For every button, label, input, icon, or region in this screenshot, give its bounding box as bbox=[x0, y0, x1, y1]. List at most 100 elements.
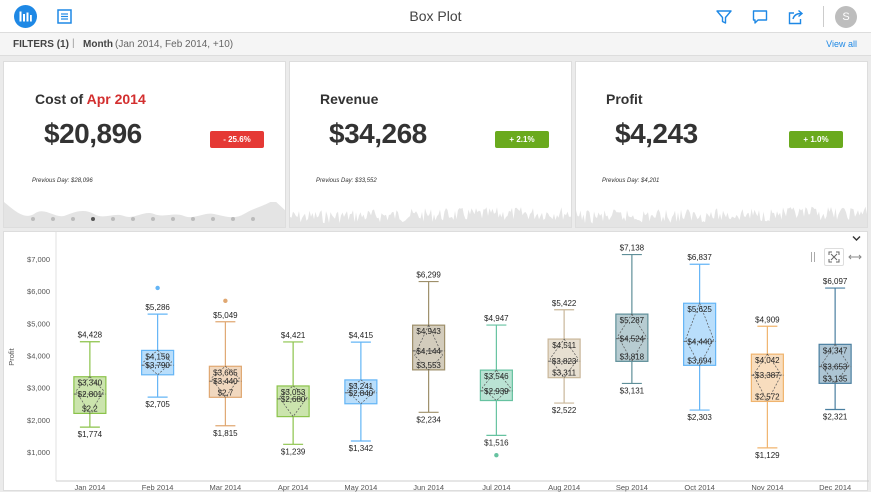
label-max: $4,421 bbox=[281, 331, 306, 340]
kpi-previous-day: Previous Day: $33,552 bbox=[316, 178, 377, 184]
box-iqr bbox=[547, 338, 581, 379]
list-icon[interactable] bbox=[55, 7, 73, 25]
y-tick-label: $7,000 bbox=[27, 255, 50, 264]
label-max: $5,049 bbox=[213, 311, 238, 320]
box-3 bbox=[208, 298, 242, 427]
label-q1: $3,818 bbox=[620, 352, 645, 361]
box-10 bbox=[683, 263, 717, 411]
label-median: $3,440 bbox=[213, 377, 238, 386]
filters-label[interactable]: FILTERS (1) bbox=[13, 39, 69, 50]
label-min: $2,705 bbox=[145, 400, 170, 409]
kpi-card-cost[interactable]: Cost of Apr 2014 $20,896 - 25.6% Previou… bbox=[3, 61, 286, 228]
box-8 bbox=[547, 309, 581, 404]
label-min: $2,303 bbox=[687, 413, 712, 422]
mean-diamond bbox=[143, 349, 173, 376]
box-plot-chart: $1,000 $2,000 $3,000 $4,000 $5,000 $6,000 $7,0… bbox=[7, 232, 869, 492]
x-tick-label: Nov 2014 bbox=[751, 483, 783, 492]
filter-month-values[interactable]: (Jan 2014, Feb 2014, +10) bbox=[115, 39, 234, 50]
label-max: $7,138 bbox=[620, 244, 645, 253]
kpi-title-text: Cost of bbox=[35, 91, 87, 107]
label-q1: $2,572 bbox=[755, 392, 780, 401]
carousel-dot bbox=[71, 217, 75, 221]
view-all-link[interactable]: View all bbox=[826, 39, 857, 49]
box-11 bbox=[750, 325, 784, 449]
label-q1: $3,311 bbox=[552, 369, 576, 378]
label-min: $2,522 bbox=[552, 406, 577, 415]
box-iqr bbox=[818, 343, 852, 384]
x-tick-label: Aug 2014 bbox=[548, 483, 580, 492]
avatar[interactable]: S bbox=[835, 6, 857, 28]
kpi-previous-day: Previous Day: $4,201 bbox=[602, 178, 660, 184]
mean-diamond bbox=[210, 365, 240, 398]
label-min: $1,129 bbox=[755, 451, 780, 460]
kpi-change-badge: - 25.6% bbox=[210, 131, 264, 148]
label-q1: $2,7 bbox=[218, 388, 234, 397]
box-4 bbox=[276, 341, 310, 445]
share-icon[interactable] bbox=[786, 7, 806, 27]
label-median: $4,144 bbox=[416, 347, 441, 356]
label-q1: $3,694 bbox=[687, 356, 712, 365]
carousel-dot bbox=[31, 217, 35, 221]
mean-diamond bbox=[481, 369, 511, 402]
kpi-title: Revenue bbox=[320, 91, 378, 107]
carousel-dot bbox=[131, 217, 135, 221]
label-min: $2,234 bbox=[416, 415, 441, 424]
box-2 bbox=[141, 285, 175, 398]
label-median: $3,387 bbox=[755, 371, 780, 380]
mean-diamond bbox=[278, 385, 308, 418]
mean-diamond bbox=[617, 313, 647, 363]
carousel-dot bbox=[51, 217, 55, 221]
kpi-sparkline bbox=[290, 207, 571, 227]
filter-bar: FILTERS (1) | Month (Jan 2014, Feb 2014,… bbox=[0, 33, 871, 56]
x-tick-label: Jul 2014 bbox=[482, 483, 510, 492]
carousel-dot-active bbox=[91, 217, 95, 221]
drag-handle-icon[interactable] bbox=[810, 251, 816, 266]
label-q3: $4,511 bbox=[552, 341, 576, 350]
kpi-card-revenue[interactable]: Revenue $34,268 + 2.1% Previous Day: $33… bbox=[289, 61, 572, 228]
label-median: $2,801 bbox=[78, 390, 103, 399]
label-median: $2,840 bbox=[349, 389, 374, 398]
label-max: $4,415 bbox=[349, 331, 374, 340]
y-tick-label: $1,000 bbox=[27, 448, 50, 457]
kpi-title-text: Revenue bbox=[320, 91, 379, 107]
box-iqr bbox=[750, 353, 784, 403]
label-max: $6,097 bbox=[823, 277, 848, 286]
chevron-down-icon[interactable] bbox=[852, 234, 861, 245]
carousel-dot bbox=[151, 217, 155, 221]
kpi-sparkline bbox=[576, 206, 867, 227]
kpi-change-badge: + 1.0% bbox=[789, 131, 843, 148]
box-12 bbox=[818, 287, 852, 411]
y-tick-label: $5,000 bbox=[27, 319, 50, 328]
expand-icon[interactable] bbox=[824, 248, 844, 266]
outlier-point bbox=[223, 298, 228, 304]
label-q3: $5,625 bbox=[687, 305, 712, 314]
box-5 bbox=[344, 341, 378, 442]
top-bar: Box Plot S bbox=[0, 0, 871, 33]
x-tick-label: Mar 2014 bbox=[210, 483, 242, 492]
carousel-dot bbox=[211, 217, 215, 221]
label-q3: $4,943 bbox=[416, 327, 441, 336]
filter-month-name[interactable]: Month bbox=[83, 39, 113, 50]
label-median: $2,680 bbox=[281, 395, 306, 404]
filter-icon[interactable] bbox=[714, 7, 734, 27]
label-q3: $3,241 bbox=[349, 382, 374, 391]
bar-chart-icon[interactable] bbox=[14, 5, 37, 28]
box-6 bbox=[412, 280, 446, 413]
kpi-sparkline bbox=[4, 202, 285, 227]
carousel-dot bbox=[191, 217, 195, 221]
box-iqr bbox=[683, 302, 717, 366]
label-q3: $4,347 bbox=[823, 346, 848, 355]
comment-icon[interactable] bbox=[750, 7, 770, 27]
x-tick-label: Oct 2014 bbox=[684, 483, 714, 492]
sparkline-area bbox=[576, 206, 867, 227]
kpi-change-badge: + 2.1% bbox=[495, 131, 549, 148]
label-max: $6,837 bbox=[687, 253, 712, 262]
kpi-card-profit[interactable]: Profit $4,243 + 1.0% Previous Day: $4,20… bbox=[575, 61, 868, 228]
label-q3: $3,053 bbox=[281, 388, 306, 397]
label-max: $4,947 bbox=[484, 314, 509, 323]
carousel-dot bbox=[251, 217, 255, 221]
label-q3: $5,287 bbox=[620, 316, 645, 325]
resize-icon[interactable] bbox=[848, 252, 862, 265]
filter-separator: | bbox=[72, 38, 75, 49]
mean-diamond bbox=[346, 379, 376, 405]
